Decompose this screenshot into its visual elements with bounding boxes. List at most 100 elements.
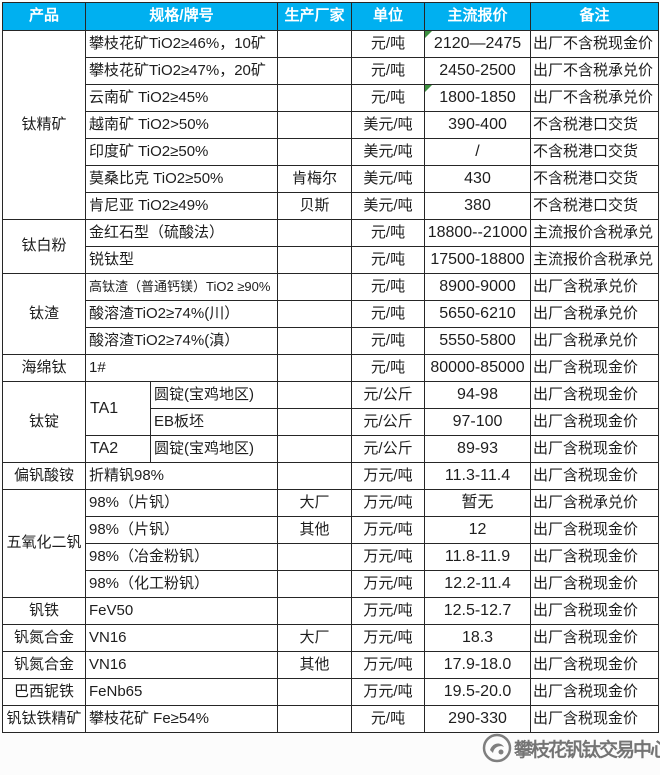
maker-cell <box>277 30 353 58</box>
table-row: 肯尼亚 TiO2≥49% 贝斯 美元/吨 380 不含税港口交货 <box>3 192 660 220</box>
price-cell: 12 <box>424 516 532 544</box>
maker-cell <box>277 408 353 436</box>
unit-cell: 美元/吨 <box>351 138 426 166</box>
spec-cell: 肯尼亚 TiO2≥49% <box>84 192 279 220</box>
price-cell: 12.5-12.7 <box>424 597 532 625</box>
maker-cell <box>277 219 353 247</box>
table-row: 越南矿 TiO2>50% 美元/吨 390-400 不含税港口交货 <box>3 111 660 139</box>
form-cell: 圆锭(宝鸡地区) <box>149 381 279 409</box>
spec-cell: 98%（片钒） <box>84 516 279 544</box>
maker-cell: 其他 <box>277 651 353 679</box>
maker-cell <box>277 111 353 139</box>
spec-cell: 1# <box>84 354 279 382</box>
unit-cell: 元/吨 <box>351 30 426 58</box>
price-cell: 19.5-20.0 <box>424 678 532 706</box>
product-cell: 钛白粉 <box>2 219 86 274</box>
price-cell: 18800--21000 <box>424 219 532 247</box>
table-row: 98%（化工粉钒） 万元/吨 12.2-11.4 出厂含税现金价 <box>3 570 660 598</box>
product-cell: 钒氮合金 <box>2 624 86 652</box>
product-cell: 钛锭 <box>2 381 86 463</box>
price-value: 1800-1850 <box>439 89 516 107</box>
unit-cell: 元/吨 <box>351 327 426 355</box>
header-spec: 规格/牌号 <box>84 2 279 31</box>
price-cell: 380 <box>424 192 532 220</box>
table-row: 云南矿 TiO2≥45% 元/吨 1800-1850 出厂不含税承兑价 <box>3 84 660 112</box>
grade-cell: TA1 <box>85 381 151 436</box>
maker-cell <box>277 57 353 85</box>
table-row: EB板坯 元/公斤 97-100 出厂含税现金价 <box>3 408 660 436</box>
unit-cell: 元/吨 <box>351 57 426 85</box>
table-row: 钛锭 TA1 圆锭(宝鸡地区) 元/公斤 94-98 出厂含税现金价 <box>2 381 660 463</box>
table-row: 偏钒酸铵 折精钒98% 万元/吨 11.3-11.4 出厂含税现金价 <box>2 462 660 490</box>
unit-cell: 元/公斤 <box>351 381 426 409</box>
note-cell: 不含税港口交货 <box>530 192 660 220</box>
product-cell: 偏钒酸铵 <box>2 462 86 490</box>
product-cell: 巴西铌铁 <box>2 678 86 706</box>
maker-cell <box>277 84 353 112</box>
header-unit: 单位 <box>351 2 426 31</box>
table-row: 钒钛铁精矿 攀枝花矿 Fe≥54% 元/吨 290-330 出厂含税现金价 <box>2 705 660 733</box>
price-table: 产品 规格/牌号 生产厂家 单位 主流报价 备注 钛精矿 攀枝花矿TiO2≥46… <box>2 2 660 733</box>
price-cell: 暂无 <box>424 489 532 517</box>
note-cell: 出厂含税现金价 <box>530 408 660 436</box>
note-cell: 出厂含税现金价 <box>530 678 660 706</box>
price-cell: 2120—2475 <box>424 30 532 58</box>
maker-cell <box>277 543 353 571</box>
table-row: 巴西铌铁 FeNb65 万元/吨 19.5-20.0 出厂含税现金价 <box>2 678 660 706</box>
watermark-text: 攀枝花钒钛交易中心 <box>514 739 660 761</box>
spec-cell: VN16 <box>84 651 279 679</box>
price-cell: / <box>424 138 532 166</box>
note-cell: 出厂含税承兑价 <box>530 273 660 301</box>
spec-cell: 攀枝花矿 Fe≥54% <box>84 705 279 733</box>
spec-cell: 攀枝花矿TiO2≥46%，10矿 <box>84 30 279 58</box>
price-cell: 89-93 <box>424 435 532 463</box>
maker-cell <box>277 381 353 409</box>
unit-cell: 美元/吨 <box>351 165 426 193</box>
maker-cell <box>277 327 353 355</box>
unit-cell: 万元/吨 <box>351 516 426 544</box>
price-cell: 17500-18800 <box>424 246 532 274</box>
unit-cell: 元/吨 <box>351 300 426 328</box>
note-cell: 出厂含税现金价 <box>530 354 660 382</box>
table-row: 98%（冶金粉钒） 万元/吨 11.8-11.9 出厂含税现金价 <box>3 543 660 571</box>
exchange-logo-icon <box>481 732 513 764</box>
spec-cell: 金红石型（硫酸法） <box>84 219 279 247</box>
header-product: 产品 <box>2 2 86 31</box>
unit-cell: 万元/吨 <box>351 489 426 517</box>
maker-cell <box>277 246 353 274</box>
note-cell: 出厂含税现金价 <box>530 651 660 679</box>
price-cell: 5650-6210 <box>424 300 532 328</box>
table-row: 酸溶渣TiO2≥74%(滇） 元/吨 5550-5800 出厂含税承兑价 <box>3 327 660 355</box>
form-cell: EB板坯 <box>149 408 279 436</box>
table-row: 攀枝花矿TiO2≥47%，20矿 元/吨 2450-2500 出厂不含税承兑价 <box>3 57 660 85</box>
header-maker: 生产厂家 <box>277 2 353 31</box>
price-cell: 18.3 <box>424 624 532 652</box>
excel-flag-triangle-icon <box>425 85 433 92</box>
unit-cell: 美元/吨 <box>351 192 426 220</box>
maker-cell: 贝斯 <box>277 192 353 220</box>
note-cell: 不含税港口交货 <box>530 111 660 139</box>
note-cell: 出厂含税现金价 <box>530 543 660 571</box>
note-cell: 出厂含税现金价 <box>530 516 660 544</box>
spec-cell: FeV50 <box>84 597 279 625</box>
unit-cell: 元/公斤 <box>351 408 426 436</box>
excel-flag-triangle-icon <box>425 31 433 38</box>
unit-cell: 万元/吨 <box>351 624 426 652</box>
note-cell: 出厂含税承兑价 <box>530 489 660 517</box>
spec-cell: 云南矿 TiO2≥45% <box>84 84 279 112</box>
note-cell: 主流报价含税承兑 <box>530 219 660 247</box>
spec-cell: 越南矿 TiO2>50% <box>84 111 279 139</box>
note-cell: 出厂含税现金价 <box>530 435 660 463</box>
unit-cell: 万元/吨 <box>351 651 426 679</box>
unit-cell: 元/公斤 <box>351 435 426 463</box>
header-price: 主流报价 <box>424 2 532 31</box>
table-row: 莫桑比克 TiO2≥50% 肯梅尔 美元/吨 430 不含税港口交货 <box>3 165 660 193</box>
note-cell: 出厂含税现金价 <box>530 381 660 409</box>
note-cell: 出厂含税现金价 <box>530 462 660 490</box>
maker-cell <box>277 354 353 382</box>
table-row: 钛渣 高钛渣（普通钙镁）TiO2 ≥90% 元/吨 8900-9000 出厂含税… <box>2 273 660 355</box>
unit-cell: 元/吨 <box>351 84 426 112</box>
spec-cell: 98%（化工粉钒） <box>84 570 279 598</box>
form-cell: 圆锭(宝鸡地区) <box>149 435 279 463</box>
spec-cell: 攀枝花矿TiO2≥47%，20矿 <box>84 57 279 85</box>
